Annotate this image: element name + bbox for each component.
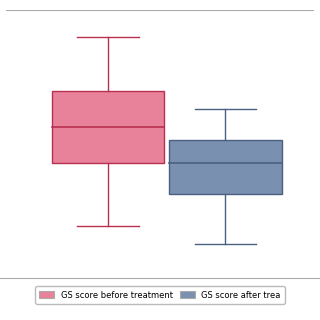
Bar bbox=[52, 91, 164, 163]
Bar bbox=[169, 140, 282, 194]
Legend: GS score before treatment, GS score after trea: GS score before treatment, GS score afte… bbox=[35, 286, 285, 304]
